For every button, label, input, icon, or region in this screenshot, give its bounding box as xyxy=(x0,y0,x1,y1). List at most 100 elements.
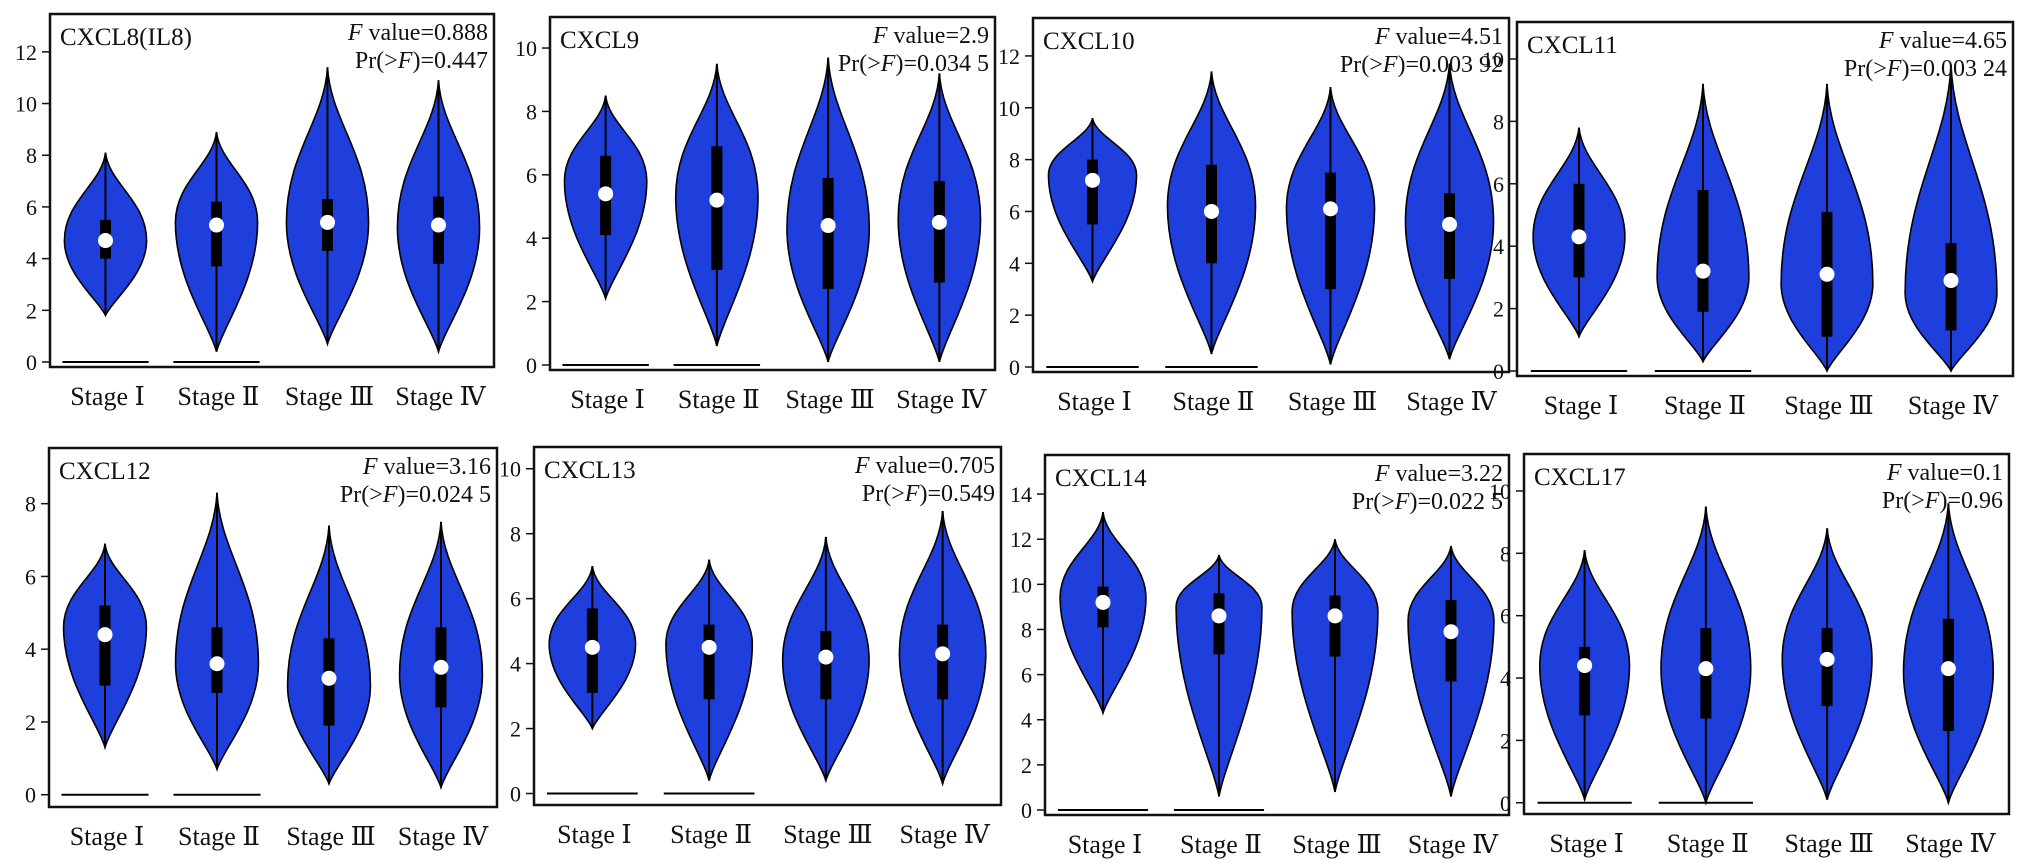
x-category-label: Stage Ⅳ xyxy=(1408,830,1499,859)
violin-median-dot xyxy=(584,639,600,655)
x-category-label: Stage Ⅲ xyxy=(1784,391,1873,420)
f-value-label: F value=0.1 xyxy=(1886,460,2003,486)
violin-median-dot xyxy=(1940,661,1956,677)
violin-iqr-box xyxy=(1444,193,1455,279)
violin-median-dot xyxy=(701,639,717,655)
x-category-label: Stage Ⅳ xyxy=(1905,829,1996,858)
x-category-label: Stage Ⅳ xyxy=(395,382,486,411)
y-tick-label: 6 xyxy=(526,163,537,188)
x-category-label: Stage Ⅰ xyxy=(70,822,145,851)
y-tick-label: 4 xyxy=(1493,234,1504,259)
chart-title: CXCL11 xyxy=(1527,32,1618,59)
violin-iqr-box xyxy=(820,631,832,700)
violin-iqr-box xyxy=(1329,595,1341,657)
violin-median-dot xyxy=(1695,263,1711,279)
chart-title: CXCL9 xyxy=(560,27,639,54)
y-tick-label: 8 xyxy=(26,143,37,168)
x-category-label: Stage Ⅲ xyxy=(1784,829,1873,858)
y-tick-label: 12 xyxy=(15,40,37,65)
violin-median-dot xyxy=(818,649,834,665)
x-category-label: Stage Ⅳ xyxy=(900,820,991,849)
violin-median-dot xyxy=(598,186,614,202)
x-category-label: Stage Ⅱ xyxy=(678,385,760,414)
y-tick-label: 6 xyxy=(25,564,36,589)
violin-iqr-box xyxy=(703,624,715,700)
x-category-label: Stage Ⅱ xyxy=(1664,391,1746,420)
y-tick-label: 2 xyxy=(1021,753,1032,778)
x-category-label: Stage Ⅰ xyxy=(1057,387,1132,416)
y-tick-label: 6 xyxy=(1009,199,1020,224)
violin-iqr-box xyxy=(711,146,723,270)
y-tick-label: 6 xyxy=(26,195,37,220)
violin-chart-3: 0 2 4 6 8 10 12 Stage Ⅰ Stage Ⅱ Stage Ⅲ Stage Ⅳ CXC… xyxy=(998,16,1511,416)
violin-median-dot xyxy=(931,214,947,230)
y-tick-label: 10 xyxy=(1010,572,1032,597)
chart-title: CXCL13 xyxy=(544,457,636,484)
x-category-label: Stage Ⅱ xyxy=(1667,829,1749,858)
f-value-label: F value=2.9 xyxy=(872,23,989,49)
f-value-label: F value=3.22 xyxy=(1374,461,1503,487)
pr-value-label: Pr(>F)=0.024 5 xyxy=(340,482,491,508)
y-tick-label: 0 xyxy=(526,353,537,378)
y-tick-label: 8 xyxy=(1493,109,1504,134)
y-tick-label: 0 xyxy=(1500,791,1511,816)
violin-median-dot xyxy=(820,218,836,234)
chart-frame xyxy=(532,445,1003,807)
x-category-label: Stage Ⅰ xyxy=(1549,829,1624,858)
f-value-label: F value=0.888 xyxy=(347,20,488,46)
violin-iqr-box xyxy=(99,605,111,686)
y-tick-label: 4 xyxy=(526,226,537,251)
y-tick-label: 0 xyxy=(25,783,36,808)
y-tick-label: 6 xyxy=(1493,172,1504,197)
y-tick-label: 8 xyxy=(1021,617,1032,642)
y-tick-label: 4 xyxy=(26,247,37,272)
y-tick-label: 12 xyxy=(1010,527,1032,552)
pr-value-label: Pr(>F)=0.034 5 xyxy=(838,51,989,77)
chart-frame xyxy=(1031,16,1511,374)
y-tick-label: 10 xyxy=(515,36,537,61)
y-tick-label: 2 xyxy=(526,290,537,315)
y-tick-label: 4 xyxy=(1500,666,1511,691)
y-tick-label: 0 xyxy=(1021,798,1032,823)
violin-median-dot xyxy=(709,192,725,208)
chart-frame xyxy=(1522,452,2011,816)
violin-median-dot xyxy=(1819,651,1835,667)
y-tick-label: 2 xyxy=(510,717,521,742)
violin-iqr-box xyxy=(937,624,949,700)
violin-median-dot xyxy=(1211,608,1227,624)
violin-median-dot xyxy=(1323,201,1338,217)
chart-title: CXCL14 xyxy=(1055,465,1147,492)
y-tick-label: 6 xyxy=(1021,663,1032,688)
pr-value-label: Pr(>F)=0.003 92 xyxy=(1340,52,1503,78)
y-tick-label: 2 xyxy=(25,710,36,735)
violin-median-dot xyxy=(431,217,446,233)
violin-median-dot xyxy=(98,233,113,249)
f-value-label: F value=0.705 xyxy=(854,453,995,479)
violin-chart-5: 0 2 4 6 8 Stage Ⅰ Stage Ⅱ Stage Ⅲ Stage Ⅳ CXCL12 F… xyxy=(25,446,499,851)
violin-median-dot xyxy=(433,659,449,675)
violin-median-dot xyxy=(935,646,951,662)
pr-value-label: Pr(>F)=0.003 24 xyxy=(1844,56,2007,82)
y-tick-label: 4 xyxy=(1021,708,1032,733)
y-tick-label: 4 xyxy=(510,652,521,677)
y-tick-label: 0 xyxy=(510,782,521,807)
y-tick-label: 2 xyxy=(1493,297,1504,322)
y-tick-label: 0 xyxy=(1009,355,1020,380)
chart-frame xyxy=(1043,453,1511,817)
violin-iqr-box xyxy=(933,181,945,283)
chart-title: CXCL17 xyxy=(1534,464,1626,491)
violin-chart-1: 0 2 4 6 8 10 12 Stage Ⅰ Stage Ⅱ Stage Ⅲ Stage Ⅳ CXC… xyxy=(15,12,496,411)
f-value-label: F value=3.16 xyxy=(362,454,491,480)
x-category-label: Stage Ⅳ xyxy=(1406,387,1497,416)
x-category-label: Stage Ⅲ xyxy=(285,382,374,411)
y-tick-label: 10 xyxy=(998,96,1020,121)
x-category-label: Stage Ⅱ xyxy=(1180,830,1262,859)
violin-chart-2: 0 2 4 6 8 10 Stage Ⅰ Stage Ⅱ Stage Ⅲ Stage Ⅳ CXCL9… xyxy=(515,15,997,414)
x-category-label: Stage Ⅳ xyxy=(1908,391,1999,420)
pr-value-label: Pr(>F)=0.96 xyxy=(1882,488,2003,514)
violin-iqr-box xyxy=(1579,646,1591,716)
violin-median-dot xyxy=(209,217,224,233)
y-tick-label: 14 xyxy=(1010,482,1032,507)
pr-value-label: Pr(>F)=0.447 xyxy=(355,48,488,74)
